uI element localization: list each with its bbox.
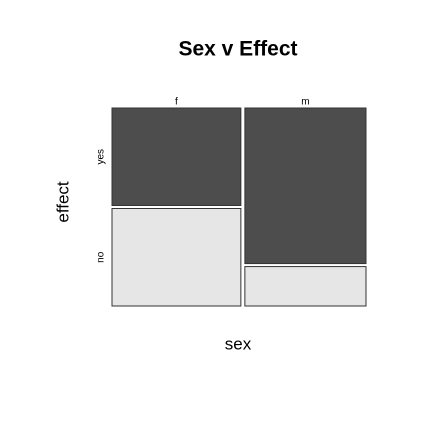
mosaic-tile <box>244 266 367 307</box>
mosaic-tile <box>244 107 367 265</box>
y-axis-label: effect <box>53 181 72 223</box>
x-axis-label: sex <box>225 334 252 353</box>
column-label: m <box>301 97 309 108</box>
mosaic-tile <box>111 107 242 206</box>
column-label: f <box>175 97 178 108</box>
row-label: no <box>96 251 107 263</box>
row-label: yes <box>96 149 107 165</box>
mosaic-tile <box>111 208 242 307</box>
chart-title: Sex v Effect <box>178 38 297 61</box>
